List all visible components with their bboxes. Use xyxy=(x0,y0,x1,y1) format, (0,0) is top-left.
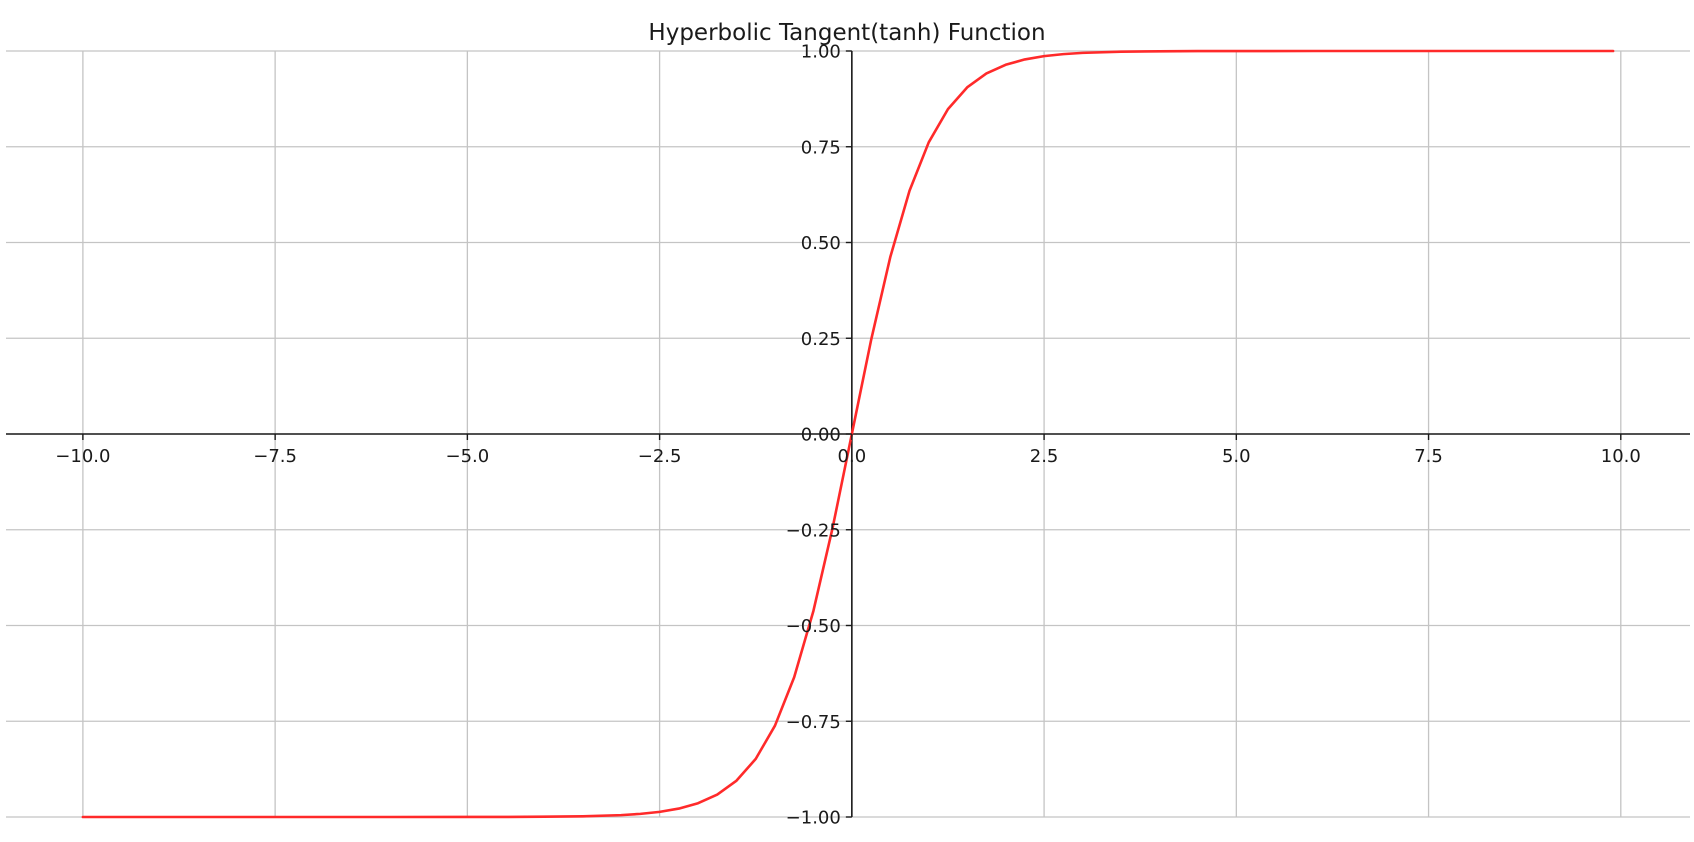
x-tick-label: 2.5 xyxy=(1030,446,1059,467)
y-axis-ticks: 1.00 0.75 0.50 0.25 0.00 −0.25 −0.50 −0.75 −1.00 xyxy=(786,42,852,829)
x-tick-label: 7.5 xyxy=(1414,446,1443,467)
y-tick-label: 0.25 xyxy=(801,329,841,350)
x-tick-label: −10.0 xyxy=(55,446,110,467)
x-tick-label: −7.5 xyxy=(253,446,297,467)
y-tick-label: −0.75 xyxy=(786,712,841,733)
chart-title: Hyperbolic Tangent(tanh) Function xyxy=(648,20,1045,46)
y-tick-label: 1.00 xyxy=(801,42,841,63)
x-tick-label: −2.5 xyxy=(638,446,682,467)
x-tick-label: 10.0 xyxy=(1601,446,1641,467)
x-tick-label: 5.0 xyxy=(1222,446,1251,467)
y-tick-label: 0.50 xyxy=(801,233,841,254)
y-tick-label: −1.00 xyxy=(786,808,841,829)
x-tick-label: 0.0 xyxy=(838,446,867,467)
x-tick-label: −5.0 xyxy=(446,446,490,467)
y-tick-label: 0.75 xyxy=(801,137,841,158)
y-tick-label: −0.50 xyxy=(786,616,841,637)
x-axis-ticks: −10.0 −7.5 −5.0 −2.5 0.0 2.5 5.0 7.5 10.0 xyxy=(55,434,1641,467)
y-tick-label: −0.25 xyxy=(786,520,841,541)
y-tick-label: 0.00 xyxy=(801,425,841,446)
